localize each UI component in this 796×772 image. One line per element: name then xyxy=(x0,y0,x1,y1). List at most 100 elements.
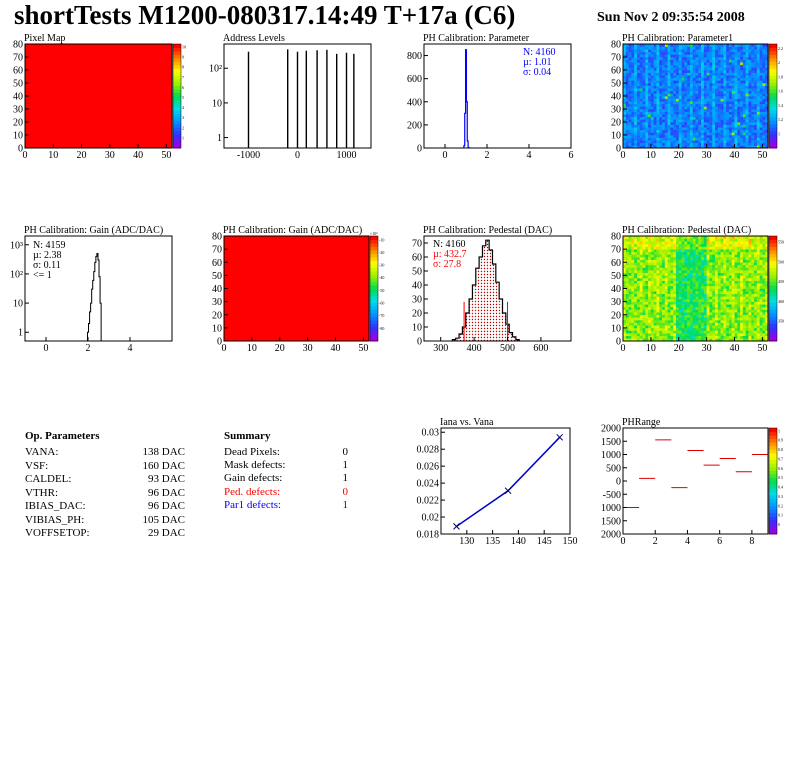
ph-calibration-pedestal-map-cell xyxy=(656,322,660,326)
ph-calibration-parameter1-cell xyxy=(625,106,629,110)
ph-calibration-parameter1-cell xyxy=(648,67,652,71)
ph-calibration-pedestal-map-cell xyxy=(645,330,649,334)
ph-calibration-parameter1-cell xyxy=(645,75,649,79)
ph-calibration-parameter1-cell xyxy=(740,77,744,81)
ph-calibration-pedestal-map-cell xyxy=(689,309,694,313)
ph-calibration-pedestal-map-cell xyxy=(723,251,727,255)
ph-calibration-parameter1-cell xyxy=(639,51,643,55)
ph-calibration-parameter1-cell xyxy=(712,80,716,84)
ph-calibration-parameter1-colorbar-cell xyxy=(769,54,777,59)
ph-calibration-parameter1-cell xyxy=(717,44,721,47)
ph-calibration-pedestal-map-cell xyxy=(754,306,758,310)
ph-calibration-pedestal-map-cell xyxy=(740,280,744,284)
ph-calibration-parameter1-cell xyxy=(689,83,694,86)
ph-calibration-parameter1-cell xyxy=(765,75,769,79)
ph-calibration-pedestal-map-cell xyxy=(712,333,716,337)
ph-calibration-pedestal-map-cell xyxy=(639,335,643,339)
ph-calibration-parameter1-cell xyxy=(728,72,733,76)
ph-calibration-pedestal-map-cell xyxy=(712,330,716,334)
ph-calibration-pedestal-map-cell xyxy=(681,320,685,323)
ph-calibration-parameter1-cell xyxy=(765,64,769,68)
ph-calibration-parameter1-cell xyxy=(706,124,710,128)
ph-calibration-pedestal-map-cell xyxy=(756,327,760,331)
ph-calibration-pedestal-map-cell xyxy=(689,262,694,266)
ph-calibration-parameter1-cell xyxy=(737,44,741,47)
ph-calibration-parameter1-cell xyxy=(662,103,666,107)
ph-calibration-pedestal-map-cell xyxy=(731,314,735,318)
ph-range-colorbar-label: 0.7 xyxy=(778,456,783,461)
ph-calibration-parameter1-cell xyxy=(723,46,727,50)
ph-calibration-pedestal-map-cell xyxy=(706,327,710,331)
ph-calibration-pedestal-map-cell xyxy=(748,251,752,255)
ph-calibration-parameter1-cell xyxy=(742,88,746,92)
ph-calibration-pedestal-map-cell xyxy=(762,288,766,292)
ph-calibration-parameter1-colorbar-cell xyxy=(769,96,777,100)
ph-calibration-pedestal-map-cell xyxy=(695,333,699,337)
ph-calibration-pedestal-hist-bar-fill xyxy=(485,240,490,341)
ph-calibration-parameter1-cell xyxy=(681,101,685,105)
ph-calibration-parameter1-cell xyxy=(717,140,721,144)
ph-calibration-gain-hist-xtick-label: 2 xyxy=(86,343,91,354)
ph-calibration-pedestal-map-cell xyxy=(695,280,699,284)
ph-calibration-gain-map-xtick-label: 30 xyxy=(303,343,313,354)
ph-calibration-parameter1-cell xyxy=(731,119,735,123)
ph-calibration-parameter1-cell xyxy=(756,75,760,79)
ph-calibration-pedestal-map-cell xyxy=(765,338,769,342)
ph-calibration-pedestal-map-cell xyxy=(628,236,632,239)
ph-calibration-pedestal-map-cell xyxy=(681,246,685,250)
ph-calibration-parameter1-cell xyxy=(737,111,741,115)
ph-calibration-parameter1-cell xyxy=(737,140,741,144)
ph-calibration-pedestal-map-cell xyxy=(745,238,749,242)
ph-calibration-pedestal-map-cell xyxy=(726,241,730,245)
ph-calibration-pedestal-map-cell xyxy=(720,241,724,245)
ph-calibration-pedestal-map-cell xyxy=(751,293,755,297)
ph-calibration-pedestal-map-cell xyxy=(748,280,752,284)
ph-calibration-parameter1-cell xyxy=(645,103,649,107)
ph-calibration-pedestal-map-cell xyxy=(698,236,702,239)
ph-calibration-pedestal-map-cell xyxy=(667,327,671,331)
ph-calibration-pedestal-map-colorbar-cell xyxy=(769,327,777,331)
ph-calibration-parameter1-cell xyxy=(662,135,666,138)
ph-calibration-pedestal-map-cell xyxy=(723,299,727,302)
pixel-map-colorbar-cell xyxy=(173,134,181,139)
ph-calibration-pedestal-map-cell xyxy=(748,293,752,297)
ph-calibration-parameter1-cell xyxy=(664,137,668,141)
ph-calibration-parameter1-cell xyxy=(709,80,713,84)
ph-range-colorbar-cell xyxy=(769,449,777,454)
pixel-map-colorbar-cell xyxy=(173,130,181,135)
ph-calibration-pedestal-map-cell xyxy=(642,275,646,279)
ph-calibration-parameter1-cell xyxy=(715,109,719,112)
ph-calibration-parameter1-cell xyxy=(673,64,677,68)
ph-calibration-parameter1-cell xyxy=(634,127,638,131)
ph-calibration-pedestal-map-cell xyxy=(684,335,688,339)
ph-calibration-pedestal-map-cell xyxy=(703,278,707,281)
ph-calibration-parameter1-cell xyxy=(664,140,668,144)
ph-calibration-pedestal-map-cell xyxy=(723,317,727,321)
ph-calibration-pedestal-map-cell xyxy=(664,299,668,302)
ph-calibration-parameter1-cell xyxy=(664,90,668,94)
ph-calibration-parameter1-cell xyxy=(709,140,713,144)
ph-calibration-parameter1-cell xyxy=(675,64,680,68)
ph-calibration-parameter1-colorbar-cell xyxy=(769,144,777,149)
ph-calibration-pedestal-map-cell xyxy=(759,267,763,271)
ph-calibration-pedestal-map-cell xyxy=(720,296,724,300)
ph-calibration-pedestal-map-cell xyxy=(625,330,629,334)
ph-calibration-pedestal-map-cell xyxy=(631,299,635,302)
ph-calibration-parameter1-cell xyxy=(628,93,632,97)
ph-calibration-parameter1-cell xyxy=(662,75,666,79)
ph-calibration-pedestal-map-cell xyxy=(709,296,713,300)
ph-calibration-pedestal-map-cell xyxy=(715,312,719,316)
ph-calibration-parameter1-cell xyxy=(734,116,738,120)
ph-calibration-parameter1-cell xyxy=(695,142,699,146)
ph-calibration-pedestal-map-cell xyxy=(681,267,685,271)
ph-calibration-pedestal-map-cell xyxy=(748,299,752,302)
ph-calibration-pedestal-map-cell xyxy=(664,259,668,263)
ph-calibration-pedestal-map-cell xyxy=(734,320,738,323)
ph-calibration-parameter1-cell xyxy=(639,137,643,141)
ph-calibration-parameter1-cell xyxy=(650,93,654,97)
ph-calibration-pedestal-map-cell xyxy=(720,264,724,268)
ph-calibration-parameter1-cell xyxy=(642,67,646,71)
ph-calibration-parameter1-cell xyxy=(692,114,696,118)
ph-calibration-parameter1-cell xyxy=(726,46,730,50)
ph-calibration-parameter1-cell xyxy=(664,72,668,76)
